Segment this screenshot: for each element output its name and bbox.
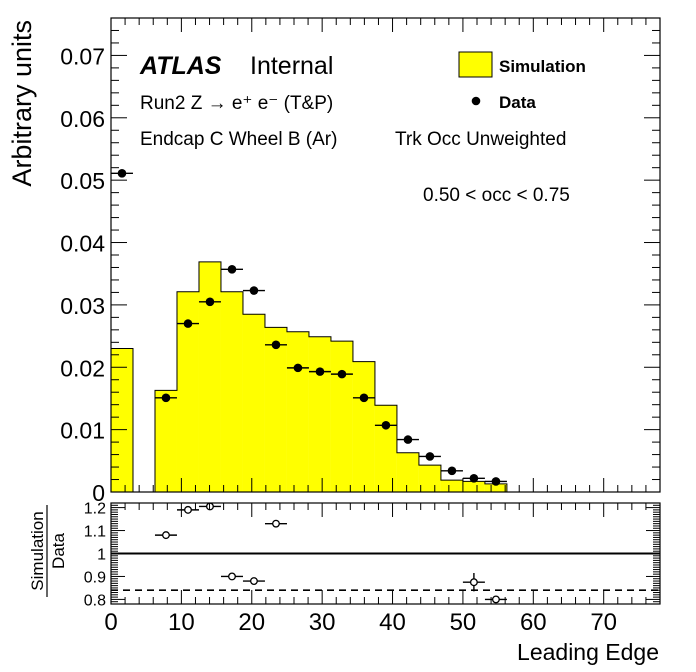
- x-tick-label: 40: [379, 609, 406, 636]
- data-point: [315, 367, 325, 376]
- data-point: [205, 297, 215, 307]
- main-panel: 0 0.01 0.02 0.03 0.04 0.05 0.06 0.07: [60, 17, 661, 506]
- ratio-y-tick-label: 1.2: [84, 501, 106, 518]
- atlas-label: ATLAS: [139, 52, 222, 80]
- ratio-y-label-numerator: Simulation: [28, 511, 47, 590]
- data-point: [271, 340, 281, 350]
- x-tick-label: 60: [520, 609, 547, 636]
- simulation-bar: [462, 481, 485, 492]
- main-y-tick-label: 0.01: [60, 418, 105, 444]
- ratio-panel: 0.8 0.9 1 1.1 1.2 0 10 20 30 40 50 60 70: [84, 501, 661, 636]
- data-point: [447, 466, 457, 476]
- main-y-tick-label: 0.04: [60, 231, 105, 257]
- legend-data-label: Data: [499, 93, 536, 112]
- data-point: [491, 477, 501, 486]
- occ-range-label: 0.50 < occ < 0.75: [423, 185, 570, 206]
- simulation-bar: [176, 291, 199, 492]
- run-label: Run2 Z → e⁺ e⁻ (T&P): [140, 93, 333, 114]
- x-axis-label: Leading Edge: [517, 639, 659, 665]
- ratio-y-tick-label: 0.8: [84, 592, 106, 609]
- x-tick-label: 70: [590, 609, 617, 636]
- simulation-bar: [330, 341, 353, 492]
- ratio-point: [184, 505, 192, 514]
- ratio-y-tick-label: 0.9: [84, 569, 106, 586]
- simulation-bar: [220, 291, 243, 492]
- ratio-point: [272, 519, 280, 528]
- data-point: [403, 435, 413, 444]
- x-tick-label: 0: [104, 609, 117, 636]
- data-point: [249, 286, 259, 295]
- simulation-bar: [352, 361, 375, 492]
- data-point: [183, 319, 193, 328]
- main-y-tick-label: 0: [92, 480, 105, 506]
- simulation-bar: [111, 348, 133, 492]
- x-tick-label: 50: [450, 609, 477, 636]
- legend-data-marker: [471, 96, 481, 106]
- legend-simulation-label: Simulation: [499, 57, 586, 76]
- simulation-bar: [374, 405, 397, 492]
- simulation-bar: [198, 261, 221, 492]
- data-point: [337, 369, 347, 379]
- simulation-bar: [418, 465, 441, 492]
- x-tick-label: 30: [309, 609, 336, 636]
- simulation-bar: [484, 483, 507, 492]
- data-point: [227, 265, 237, 274]
- simulation-outline: [110, 261, 660, 493]
- main-y-tick-label: 0.05: [60, 168, 105, 194]
- legend-simulation-swatch: [458, 51, 493, 78]
- data-point: [117, 168, 127, 178]
- main-y-tick-label: 0.06: [60, 106, 105, 132]
- weighting-label: Trk Occ Unweighted: [395, 129, 566, 150]
- simulation-bar: [440, 480, 463, 492]
- data-point: [425, 452, 435, 461]
- simulation-bar: [154, 390, 177, 492]
- data-point: [359, 393, 369, 403]
- region-label: Endcap C Wheel B (Ar): [140, 129, 337, 150]
- x-tick-label: 20: [238, 609, 265, 636]
- data-point: [381, 420, 391, 430]
- y-axis-label: Arbitrary units: [7, 20, 37, 187]
- ratio-y-label-denominator: Data: [49, 533, 68, 569]
- simulation-bar: [264, 327, 287, 492]
- simulation-bar: [286, 331, 309, 492]
- main-y-tick-label: 0.03: [60, 293, 105, 319]
- internal-label: Internal: [250, 52, 333, 80]
- ratio-point: [250, 577, 258, 585]
- main-y-tick-label: 0.07: [60, 43, 105, 69]
- main-y-tick-label: 0.02: [60, 355, 105, 381]
- ratio-point: [162, 531, 170, 540]
- ratio-point: [491, 595, 500, 604]
- data-point: [293, 363, 303, 373]
- ratio-y-tick-label: 1.1: [84, 524, 106, 541]
- ratio-point: [469, 578, 478, 587]
- simulation-bar: [308, 336, 331, 492]
- simulation-bar: [242, 314, 265, 492]
- ratio-y-tick-label: 1: [97, 547, 106, 564]
- ratio-point: [228, 572, 236, 581]
- data-point: [161, 393, 171, 403]
- x-tick-label: 10: [168, 609, 195, 636]
- data-point: [469, 473, 479, 483]
- simulation-bar: [396, 452, 419, 492]
